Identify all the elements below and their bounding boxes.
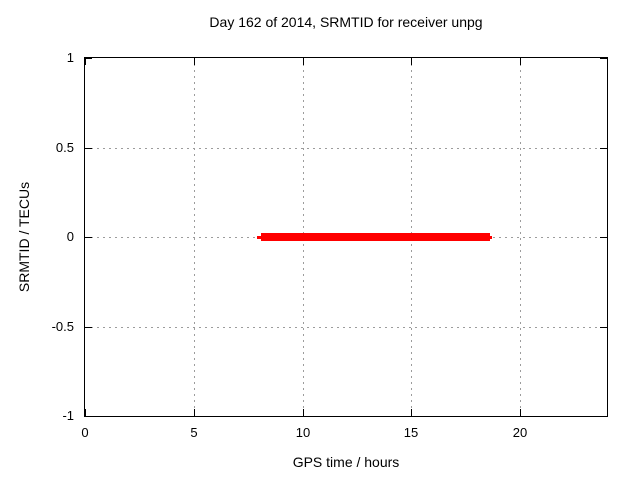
x-axis-label: GPS time / hours xyxy=(292,454,400,470)
y-tick-left xyxy=(85,237,92,238)
x-tick-top xyxy=(303,58,304,65)
x-tick-top xyxy=(520,58,521,65)
y-tick-right xyxy=(600,416,607,417)
y-tick-right xyxy=(600,237,607,238)
y-tick-label: -1 xyxy=(62,408,74,423)
h-gridline xyxy=(85,327,607,328)
x-tick-bottom xyxy=(303,409,304,416)
y-tick-left xyxy=(85,327,92,328)
y-tick-left xyxy=(85,58,92,59)
x-tick-label: 5 xyxy=(190,425,198,440)
x-tick-label: 20 xyxy=(512,425,528,440)
y-tick-right xyxy=(600,327,607,328)
y-tick-label: 0.5 xyxy=(55,140,74,155)
y-tick-right xyxy=(600,58,607,59)
x-tick-top xyxy=(411,58,412,65)
y-tick-label: -0.5 xyxy=(51,319,74,334)
x-tick-top xyxy=(194,58,195,65)
x-tick-top xyxy=(85,58,86,65)
h-gridline xyxy=(85,148,607,149)
x-tick-label: 15 xyxy=(403,425,419,440)
y-tick-left xyxy=(85,148,92,149)
y-tick-label: 0 xyxy=(66,229,74,244)
y-tick-left xyxy=(85,416,92,417)
x-tick-bottom xyxy=(85,409,86,416)
x-tick-bottom xyxy=(411,409,412,416)
chart-title: Day 162 of 2014, SRMTID for receiver unp… xyxy=(209,14,483,30)
y-tick-right xyxy=(600,148,607,149)
plot-area: 0 5 10 15 20 -1 -0.5 0 0.5 1 xyxy=(52,50,608,440)
x-tick-bottom xyxy=(520,409,521,416)
data-series-line xyxy=(261,233,490,241)
x-tick-label: 10 xyxy=(295,425,311,440)
y-tick-label: 1 xyxy=(66,50,74,65)
x-tick-label: 0 xyxy=(81,425,89,440)
x-tick-bottom xyxy=(194,409,195,416)
